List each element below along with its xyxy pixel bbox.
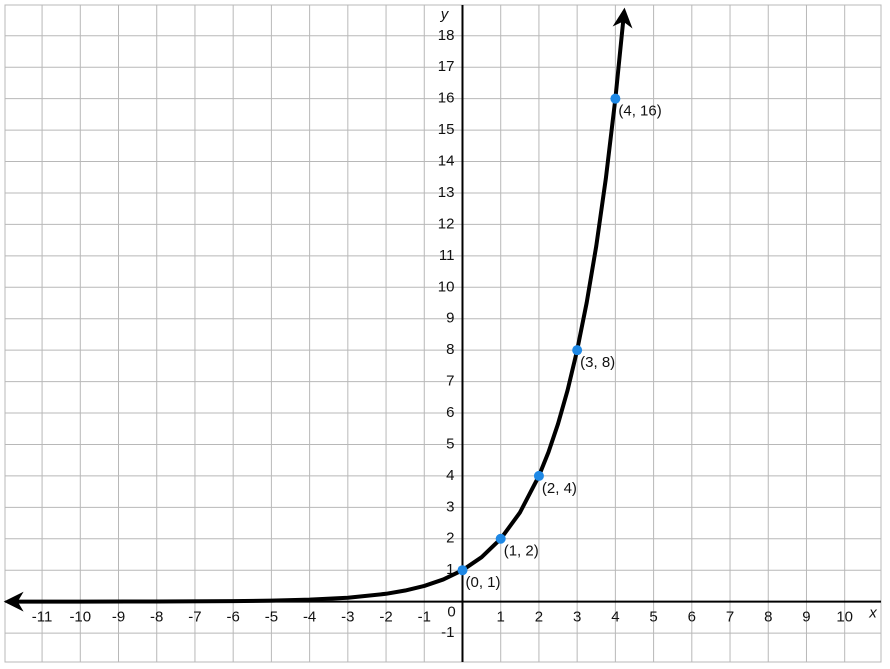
x-tick-label: -4 xyxy=(303,609,316,626)
point-label: (0, 1) xyxy=(465,574,500,591)
x-tick-label: 7 xyxy=(726,609,734,626)
point-label: (1, 2) xyxy=(504,543,539,560)
y-tick-label: 6 xyxy=(446,404,454,421)
plot: (0, 1)(1, 2) (2, 4) (3, 8) (4, 16) xyxy=(3,7,662,612)
x-tick-label: -2 xyxy=(379,609,392,626)
x-tick-label: 4 xyxy=(611,609,619,626)
y-tick-label: 2 xyxy=(446,530,454,547)
x-tick-label: 1 xyxy=(497,609,505,626)
y-tick-label: 7 xyxy=(446,373,454,390)
curve xyxy=(3,7,633,612)
point-label: (2, 4) xyxy=(542,480,577,497)
x-tick-label: 8 xyxy=(764,609,772,626)
y-tick-label: 18 xyxy=(438,27,455,44)
point xyxy=(495,533,506,544)
y-tick-label: 16 xyxy=(438,90,455,107)
point xyxy=(610,93,621,104)
x-tick-label: 9 xyxy=(802,609,810,626)
y-tick-label: 3 xyxy=(446,498,454,515)
y-tick-label: 10 xyxy=(438,278,455,295)
point xyxy=(572,345,583,356)
y-tick-label: 12 xyxy=(438,215,455,232)
x-tick-label: 5 xyxy=(649,609,657,626)
y-tick-label: 8 xyxy=(446,341,454,358)
point-label: (4, 16) xyxy=(618,103,661,120)
x-tick-label: -3 xyxy=(341,609,354,626)
x-tick-label: -7 xyxy=(188,609,201,626)
x-tick-label: 0 xyxy=(447,604,455,621)
y-tick-label: 14 xyxy=(438,153,455,170)
y-tick-label: 9 xyxy=(446,310,454,327)
x-tick-label: 10 xyxy=(836,609,853,626)
x-tick-label: -10 xyxy=(69,609,91,626)
x-tick-label: -8 xyxy=(150,609,163,626)
point-label: (3, 8) xyxy=(580,354,615,371)
x-tick-label: 2 xyxy=(535,609,543,626)
x-tick-label: -11 xyxy=(32,609,53,626)
x-tick-label: 6 xyxy=(688,609,696,626)
y-tick-label: -1 xyxy=(441,624,454,641)
x-tick-label: -5 xyxy=(265,609,278,626)
x-axis-label: x xyxy=(868,605,877,622)
x-tick-label: -9 xyxy=(112,609,125,626)
y-tick-label: 5 xyxy=(446,435,454,452)
y-tick-label: 15 xyxy=(438,121,455,138)
x-tick-label: 3 xyxy=(573,609,581,626)
y-axis-label: y xyxy=(440,6,450,23)
y-tick-label: 4 xyxy=(446,467,454,484)
point xyxy=(457,565,468,576)
y-tick-label: 11 xyxy=(439,247,455,264)
y-tick-label: 13 xyxy=(438,184,455,201)
axes: -11 -10 -9 -8 -7 -6 -5 -4 -3 -2 -1 0 1 2 3 4 5 6 7 8 9 10-112… xyxy=(5,5,881,662)
x-tick-label: -1 xyxy=(418,609,431,626)
y-tick-label: 17 xyxy=(438,58,455,75)
x-tick-label: -6 xyxy=(227,609,240,626)
point xyxy=(533,470,544,481)
